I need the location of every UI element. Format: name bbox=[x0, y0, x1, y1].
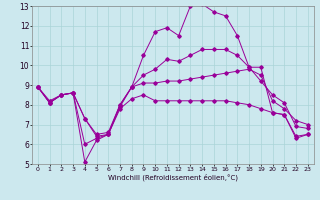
X-axis label: Windchill (Refroidissement éolien,°C): Windchill (Refroidissement éolien,°C) bbox=[108, 173, 238, 181]
